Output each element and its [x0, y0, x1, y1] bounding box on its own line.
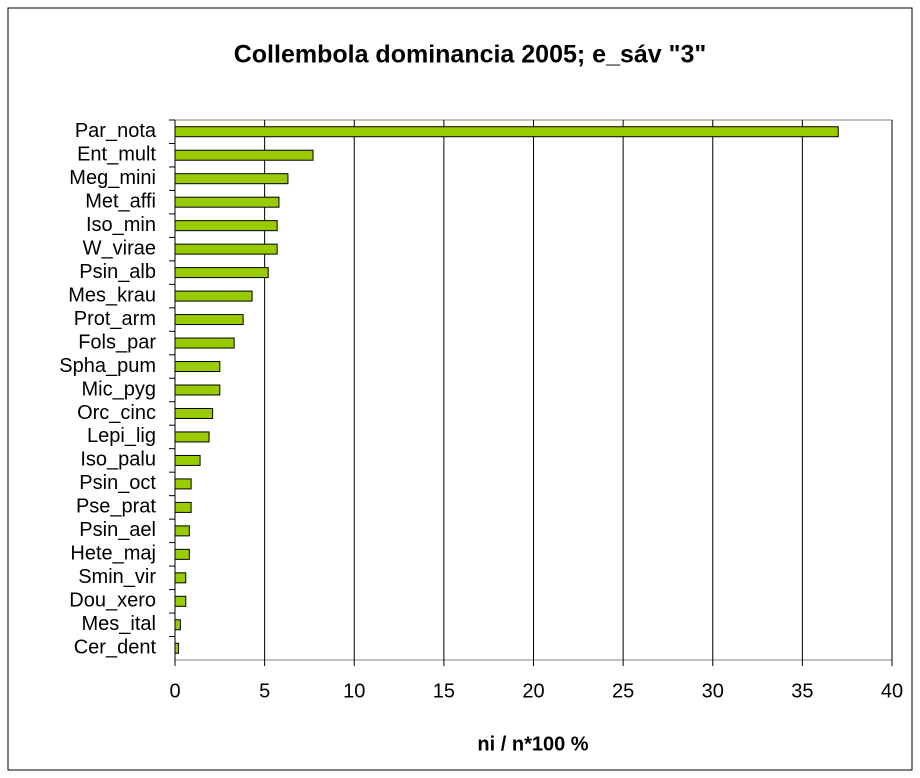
bar: [174, 384, 221, 396]
bar: [174, 361, 221, 373]
y-tick-label: Meg_mini: [69, 167, 156, 189]
bar: [174, 173, 289, 185]
y-tick-label: Met_affi: [85, 190, 156, 212]
bar: [174, 196, 280, 208]
bar: [174, 525, 190, 537]
y-tick-label: Cer_dent: [74, 637, 157, 659]
y-tick-label: Ent_mult: [77, 143, 156, 165]
bar: [174, 407, 214, 419]
y-tick-label: Orc_cinc: [77, 402, 156, 424]
y-tick-label: Psin_alb: [79, 261, 156, 283]
bar: [174, 501, 192, 513]
y-tick-label: Iso_min: [86, 214, 156, 236]
bar: [174, 642, 180, 654]
bar: [174, 314, 244, 326]
bar: [174, 454, 201, 466]
x-tick-label: 5: [259, 680, 270, 702]
y-tick-label: Fols_par: [78, 331, 156, 353]
x-tick-label: 15: [433, 680, 455, 702]
chart-title: Collembola dominancia 2005; e_sáv "3": [234, 41, 707, 69]
y-tick-label: Mic_pyg: [82, 378, 156, 400]
x-axis-label: ni / n*100 %: [477, 733, 588, 755]
y-tick-label: Dou_xero: [69, 590, 156, 612]
y-tick-label: Psin_ael: [79, 519, 156, 541]
x-tick-label: 0: [169, 680, 180, 702]
bar: [174, 619, 181, 631]
y-tick-label: Prot_arm: [74, 308, 156, 330]
x-tick-label: 40: [881, 680, 903, 702]
bar: [174, 548, 190, 560]
y-tick-label: Pse_prat: [76, 496, 156, 518]
x-tick-label: 30: [702, 680, 724, 702]
x-tick-label: 25: [612, 680, 634, 702]
x-tick-label: 10: [343, 680, 365, 702]
y-tick-label: Mes_krau: [68, 284, 156, 306]
y-tick-label: Psin_oct: [79, 472, 156, 494]
y-tick-label: Smin_vir: [78, 566, 156, 588]
y-tick-label: Spha_pum: [59, 355, 156, 377]
x-tick-label: 35: [791, 680, 813, 702]
bar: [174, 478, 192, 490]
y-tick-label: W_virae: [83, 237, 156, 259]
bar: [174, 431, 210, 443]
bar: [174, 337, 235, 349]
y-tick-label: Mes_ital: [82, 613, 156, 635]
bar: [174, 267, 269, 279]
bar: [174, 220, 278, 232]
y-tick-label: Iso_palu: [80, 449, 156, 471]
bar: [174, 243, 278, 255]
y-tick-label: Lepi_lig: [87, 425, 156, 447]
bar: [174, 595, 187, 607]
bar: [174, 126, 839, 138]
bar: [174, 290, 253, 302]
x-tick-label: 20: [522, 680, 544, 702]
y-tick-label: Par_nota: [75, 120, 157, 142]
y-tick-label: Hete_maj: [70, 543, 156, 565]
bar: [174, 149, 314, 161]
bar: [174, 572, 187, 584]
